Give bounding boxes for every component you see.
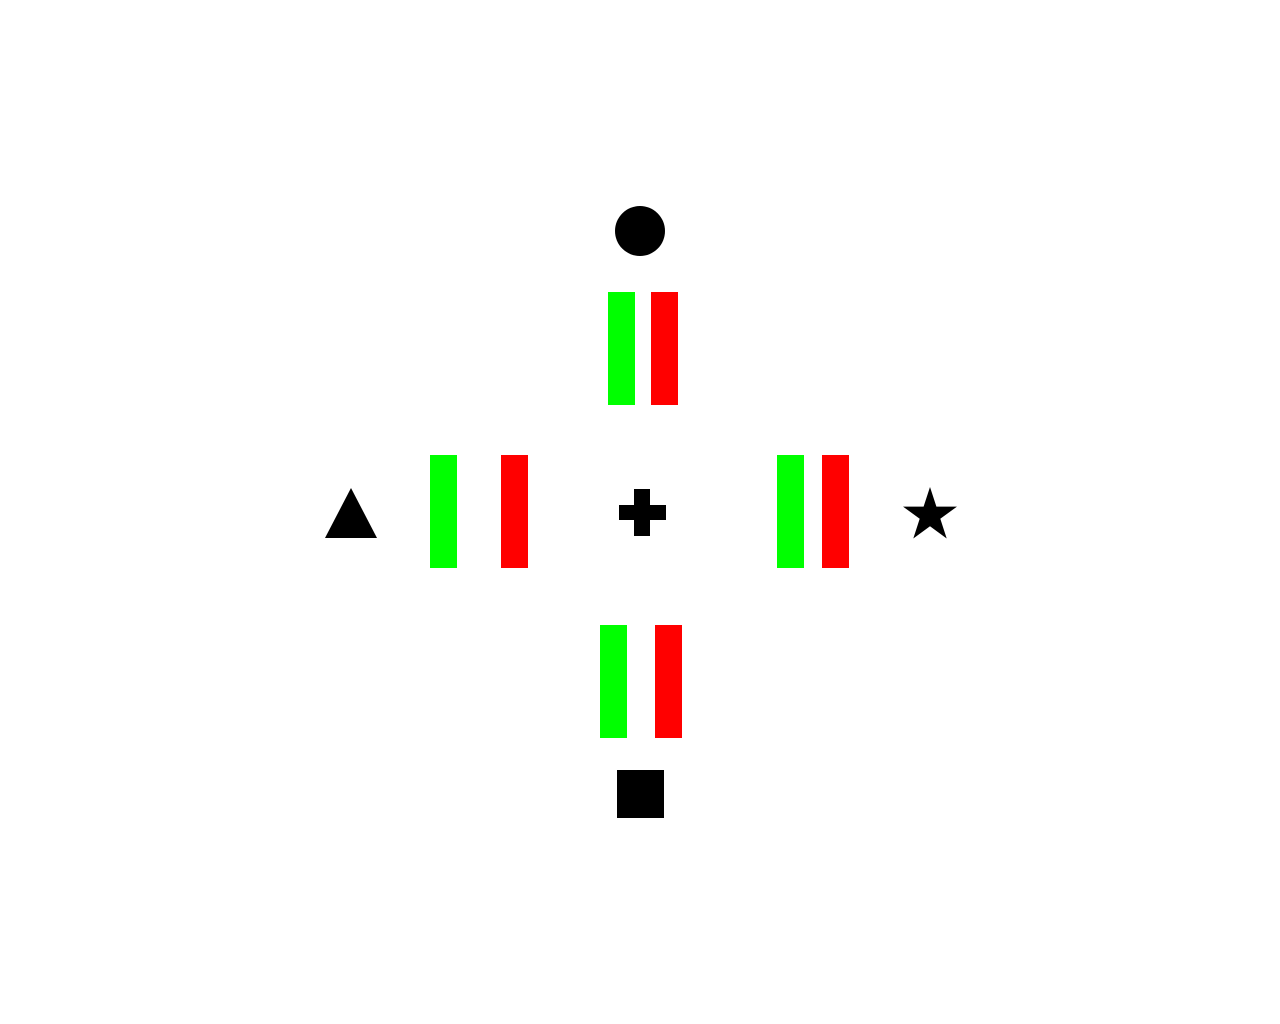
top-green-bar xyxy=(608,292,635,405)
star-icon xyxy=(903,487,957,539)
square-icon xyxy=(617,770,664,818)
right-red-bar xyxy=(822,455,849,568)
fixation-cross-icon xyxy=(619,489,666,536)
triangle-icon xyxy=(325,488,377,538)
bottom-green-bar xyxy=(600,625,627,738)
left-green-bar xyxy=(430,455,457,568)
bottom-red-bar xyxy=(655,625,682,738)
circle-icon xyxy=(615,206,665,256)
right-green-bar xyxy=(777,455,804,568)
top-red-bar xyxy=(651,292,678,405)
left-red-bar xyxy=(501,455,528,568)
